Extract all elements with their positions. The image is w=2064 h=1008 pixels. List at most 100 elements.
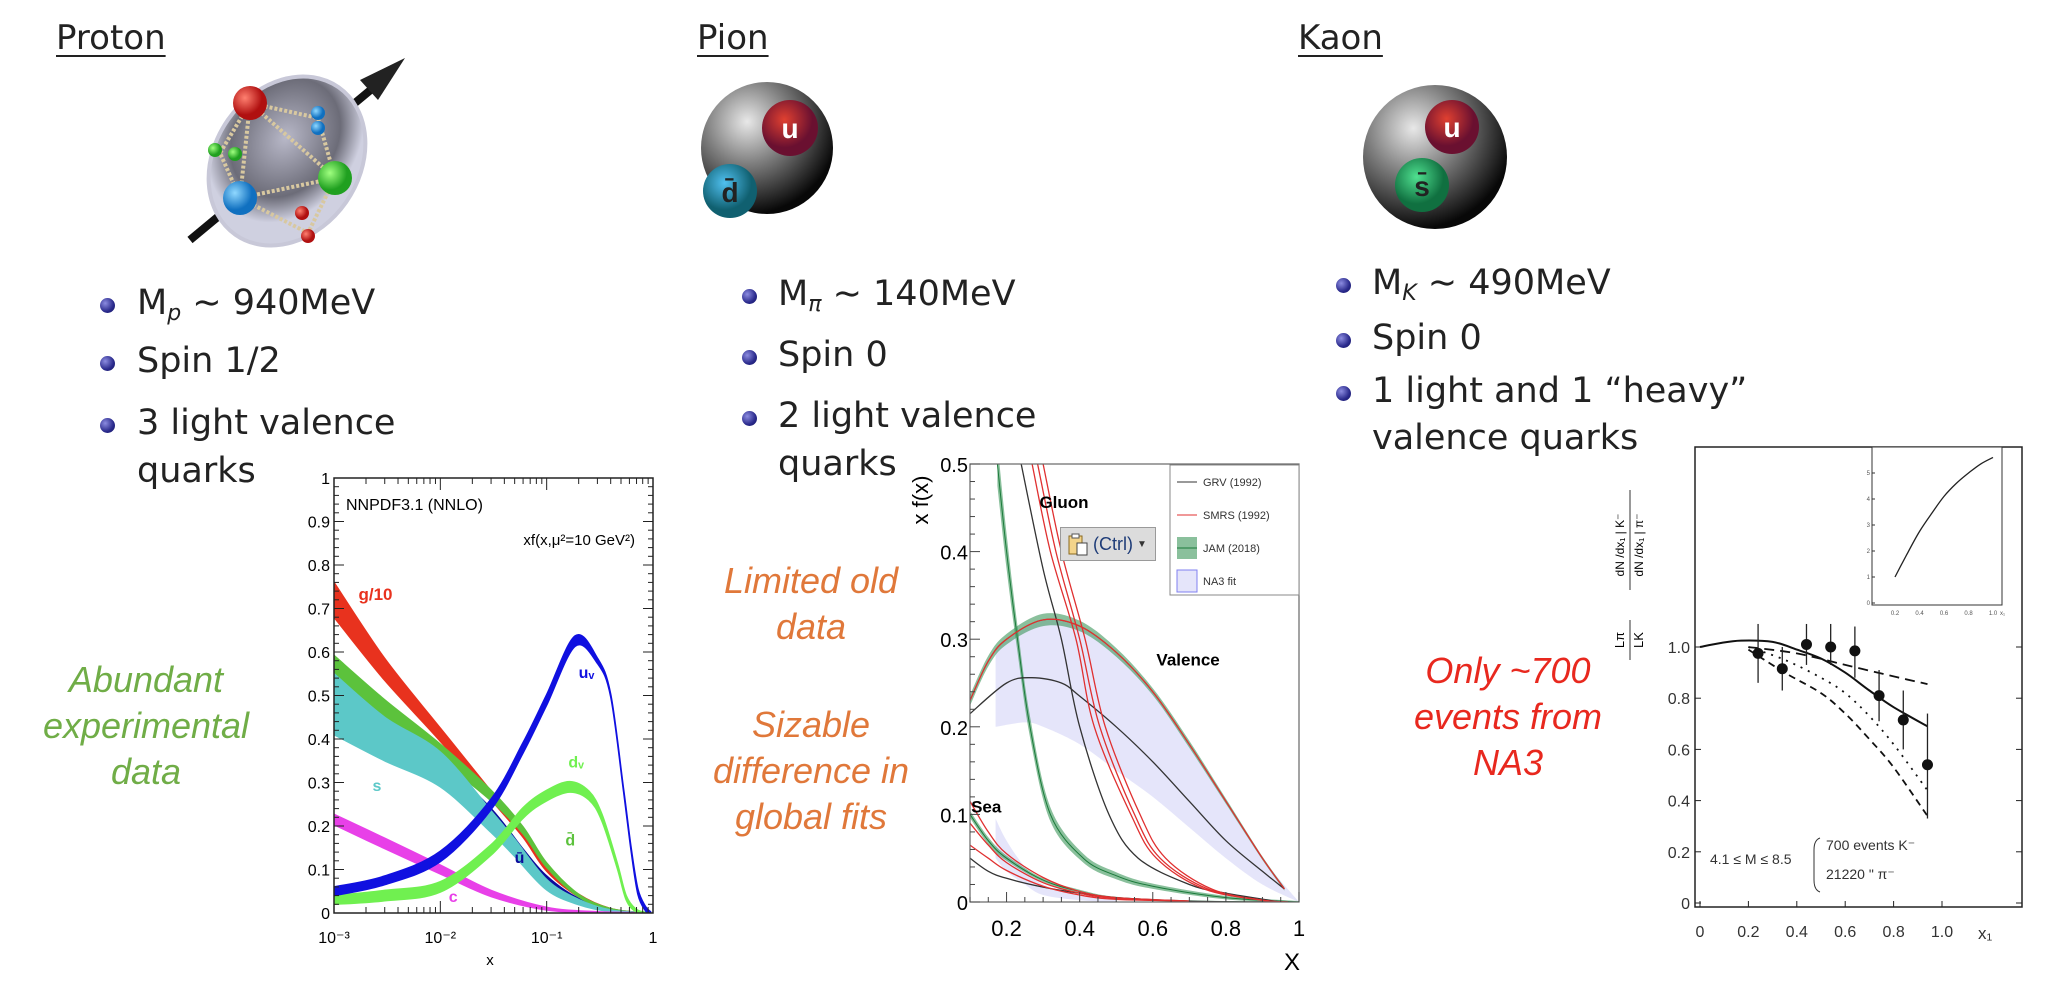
paste-options-button[interactable]: (Ctrl) ▼ (1060, 527, 1156, 561)
note-line: data (775, 606, 847, 647)
note-line: experimental (42, 705, 250, 746)
inset-y-tick-label: 0 (1867, 601, 1871, 607)
bullet-text: Spin 1/2 (137, 341, 281, 381)
y-tick-label: 0.4 (308, 732, 330, 749)
x-tick-label: 10⁻³ (318, 930, 350, 947)
x-tick-label: 0.2 (991, 916, 1022, 941)
y-tick-label: 0.4 (940, 543, 968, 565)
x-tick-label: 1 (649, 930, 658, 947)
bullet-dot-icon (742, 289, 757, 304)
line-smrs (1042, 464, 1289, 902)
bullet-text: 1 light and 1 “heavy” (1372, 371, 1748, 411)
series-label: ū (515, 850, 525, 867)
data-point (1776, 663, 1788, 675)
x-tick-label: 0.8 (1882, 924, 1904, 941)
series-label: d̄ (565, 831, 575, 850)
note-line: events from (1413, 696, 1603, 737)
y-tick-label: 0 (1681, 896, 1690, 913)
pion-events-label: 21220 " π⁻ (1826, 866, 1895, 882)
inset-x-label: x₁ (2000, 611, 2005, 617)
y-tick-label: 0.9 (308, 515, 330, 532)
y-tick-label: 0.2 (308, 819, 330, 836)
x-tick-label: 10⁻¹ (531, 930, 563, 947)
note-line: Abundant (68, 659, 224, 700)
y-tick-label: 0.2 (1668, 845, 1690, 862)
kaon-events-label: 700 events K⁻ (1826, 837, 1915, 853)
brace-icon (1813, 837, 1821, 893)
band-uv (334, 633, 652, 913)
y-label-part: LK (1631, 632, 1646, 648)
bullet-dot-icon (1336, 278, 1351, 293)
quark-u-red (233, 86, 267, 120)
y-tick-label: 0.4 (1668, 794, 1690, 811)
plot-area (334, 581, 652, 913)
y-tick-label: 1 (321, 471, 330, 488)
band-jam (970, 613, 1285, 891)
inset-curve (1894, 456, 1994, 578)
bullet-dot-icon (1336, 386, 1351, 401)
y-axis-label: Lπ LK dN /dx₁ | K⁻ dN /dx₁ | π⁻ (1612, 490, 1646, 660)
y-tick-label: 0.5 (940, 455, 968, 477)
y-tick-label: 0.6 (1668, 742, 1690, 759)
y-tick-label: 1.0 (1668, 640, 1690, 657)
line-smrs (970, 618, 1285, 890)
y-tick-label: 0.7 (308, 602, 330, 619)
chart-annotation: xf(x,μ²=10 GeV²) (523, 532, 635, 549)
pion-pdf-chart: 0 0.1 0.2 0.3 0.4 0.5 0.2 0.4 0.6 0.8 1 Xx f(x) Gluo… (908, 455, 1305, 976)
inset-y-tick-label: 4 (1867, 497, 1871, 503)
legend-label: SMRS (1992) (1203, 510, 1270, 522)
curve-label-sea: Sea (971, 798, 1002, 817)
pion-note-limited: Limited old data (724, 558, 898, 650)
arrowhead-icon (360, 58, 405, 100)
quark-label: d̄ (721, 177, 738, 208)
plot-frame (1694, 446, 2023, 908)
band-na3 (995, 818, 1117, 902)
x-axis-label: x₁ (1978, 924, 1993, 943)
line-jam-central (996, 464, 1299, 902)
y-tick-label: 0.8 (308, 558, 330, 575)
data-point (1849, 645, 1861, 657)
inset-x-tick-label: 1.0 (1989, 611, 1998, 617)
data-point (1752, 647, 1764, 659)
bullet-text: Spin 0 (1372, 318, 1482, 358)
x-tick-label: 0.8 (1211, 916, 1242, 941)
quark-d-blue (223, 181, 257, 215)
legend-label: NA3 fit (1203, 576, 1236, 588)
y-tick-label: 0.2 (940, 718, 968, 740)
paste-options-label: (Ctrl) (1093, 533, 1133, 554)
y-label-part: dN /dx₁ | K⁻ (1613, 514, 1627, 577)
x-axis-label: X (1284, 949, 1300, 976)
y-tick-label: 0.5 (308, 689, 330, 706)
y-label-part: dN /dx₁ | π⁻ (1632, 513, 1646, 576)
inset-x-tick-label: 0.2 (1891, 611, 1900, 617)
pion-title: Pion (697, 18, 769, 58)
inset-y-tick-label: 1 (1867, 575, 1871, 581)
curve-long-dash (1748, 646, 1928, 685)
proton-note: Abundant experimental data (43, 657, 249, 795)
curve-solid (1699, 639, 1928, 728)
bullet-text: Mp ∼ 940MeV (137, 283, 376, 326)
x-tick-label: 0.6 (1834, 924, 1856, 941)
inset-x-tick-label: 0.8 (1964, 611, 1973, 617)
inset-x-tick-label: 0.6 (1940, 611, 1949, 617)
bullet-dot-icon (742, 411, 757, 426)
inset-frame (1871, 446, 2003, 606)
note-line: Limited old (723, 560, 899, 601)
x-tick-label: 1.0 (1931, 924, 1953, 941)
series-label: dᵥ (568, 754, 584, 771)
x-tick-label: 10⁻² (425, 930, 457, 947)
quark-u-green (318, 161, 352, 195)
y-tick-label: 0.6 (308, 645, 330, 662)
bullet-text: MK ∼ 490MeV (1372, 263, 1611, 306)
band-dv (334, 780, 649, 913)
legend-box (1169, 464, 1300, 596)
bullet-text: valence quarks (1372, 418, 1639, 458)
bullet-text: 3 light valence (137, 403, 396, 443)
data-point (1921, 759, 1933, 771)
y-tick-label: 0.1 (308, 863, 330, 880)
quark-label: s̄ (1414, 171, 1430, 202)
proton-title: Proton (56, 18, 166, 58)
curve-label-valence: Valence (1156, 650, 1219, 669)
pion-illustration: u d̄ (701, 82, 833, 218)
kaon-ratio-chart: 00.20.40.60.81.00 0.2 0.4 0.6 0.8 1.0 x₁4.1 ≤ … (1612, 446, 2023, 943)
